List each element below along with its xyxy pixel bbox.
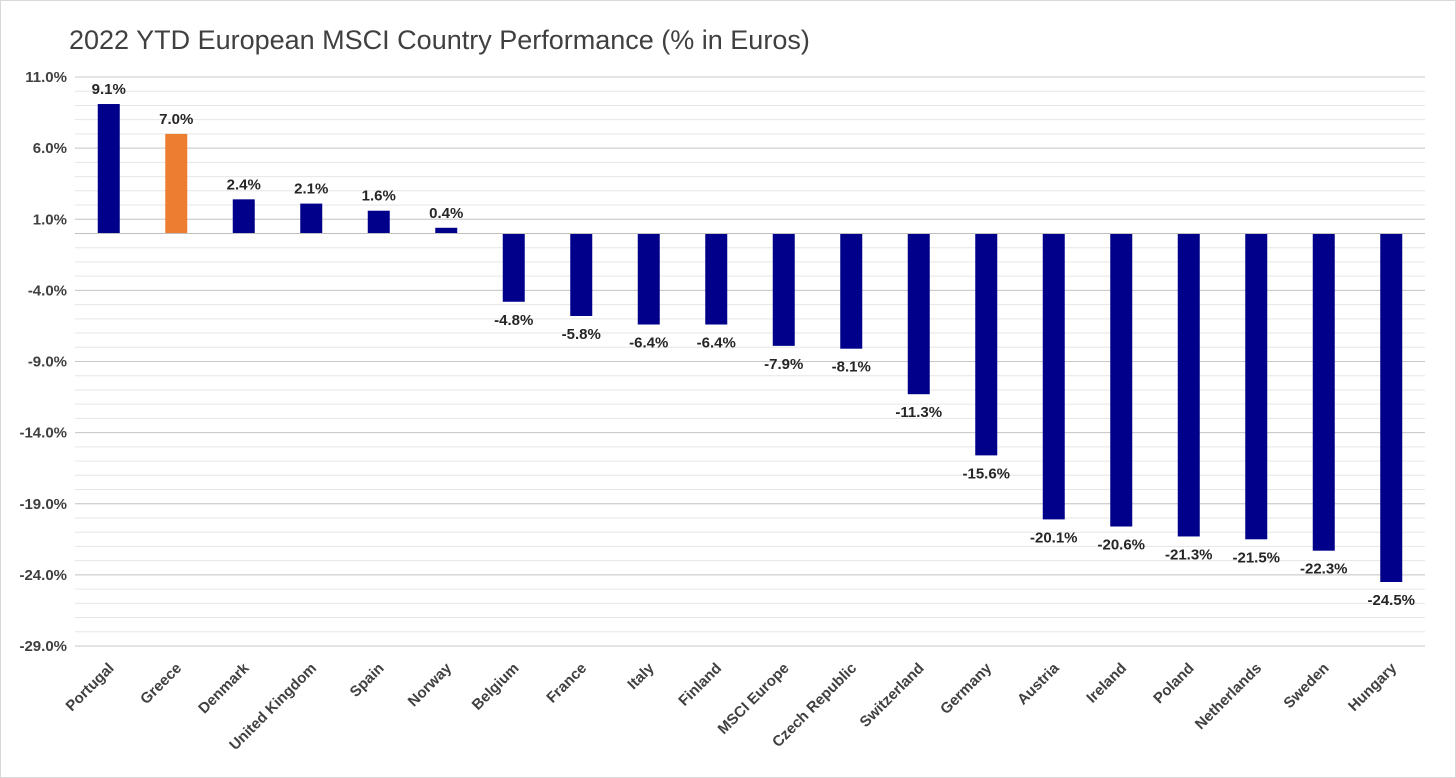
- bar: [637, 233, 660, 325]
- bar: [300, 203, 323, 234]
- bar: [1380, 233, 1403, 582]
- data-label: 7.0%: [159, 111, 193, 128]
- bar: [907, 233, 930, 395]
- bar: [1110, 233, 1133, 527]
- data-label: 2.4%: [227, 176, 261, 193]
- x-tick-label: France: [543, 660, 590, 707]
- x-tick-label: Austria: [1014, 659, 1063, 708]
- bars: [97, 104, 1403, 582]
- bar: [570, 233, 593, 316]
- x-tick-label: Ireland: [1083, 660, 1130, 707]
- data-label: -11.3%: [895, 404, 942, 421]
- y-tick-label: 11.0%: [25, 69, 67, 86]
- x-tick-label: Portugal: [63, 660, 118, 715]
- x-tick-label: Greece: [137, 660, 185, 708]
- x-tick-label: Hungary: [1345, 659, 1401, 715]
- x-tick-label: Denmark: [195, 659, 253, 717]
- chart-title: 2022 YTD European MSCI Country Performan…: [69, 25, 810, 55]
- bar: [1245, 233, 1268, 540]
- x-tick-label: Spain: [347, 660, 388, 701]
- y-axis-ticks: 11.0% 6.0% 1.0% -4.0% -9.0% -14.0% -19.0% -24.0…: [19, 69, 67, 655]
- bar: [975, 233, 998, 456]
- data-label: -6.4%: [629, 335, 668, 352]
- bar: [1177, 233, 1200, 537]
- x-tick-label: Italy: [624, 659, 658, 693]
- data-label: -4.8%: [494, 312, 533, 329]
- x-tick-label: Germany: [937, 659, 995, 717]
- x-tick-label: Finland: [675, 660, 725, 710]
- data-label: -24.5%: [1367, 592, 1415, 609]
- data-labels: 9.1% 7.0% 2.4% 2.1% 1.6% 0.4% -4.8% -5.8% -6.4% -…: [92, 81, 1415, 609]
- data-label: -7.9%: [764, 356, 803, 373]
- y-tick-label: -4.0%: [28, 282, 67, 299]
- x-tick-label: Netherlands: [1192, 660, 1265, 733]
- data-label: -22.3%: [1300, 561, 1348, 578]
- grid-lines: [75, 76, 1425, 647]
- bar: [232, 199, 255, 234]
- y-tick-label: -24.0%: [19, 567, 67, 584]
- x-tick-label: Norway: [405, 659, 456, 710]
- bar: [705, 233, 728, 325]
- data-label: 0.4%: [429, 205, 463, 222]
- y-tick-label: 1.0%: [33, 211, 67, 228]
- x-tick-label: Belgium: [469, 660, 523, 714]
- y-tick-label: 6.0%: [33, 140, 67, 157]
- y-tick-label: -9.0%: [28, 354, 67, 371]
- data-label: -20.6%: [1097, 537, 1145, 554]
- x-tick-label: Switzerland: [857, 660, 928, 731]
- data-label: 9.1%: [92, 81, 126, 98]
- data-label: -8.1%: [832, 359, 871, 376]
- data-label: 1.6%: [362, 188, 396, 205]
- bar: [1042, 233, 1065, 520]
- bar: [165, 133, 188, 234]
- data-label: -21.3%: [1165, 546, 1213, 563]
- data-label: -5.8%: [562, 326, 601, 343]
- x-tick-label: Sweden: [1280, 660, 1332, 712]
- x-tick-label: Poland: [1150, 660, 1197, 707]
- data-label: -6.4%: [697, 335, 736, 352]
- bar: [772, 233, 795, 346]
- bar: [97, 104, 120, 234]
- y-tick-label: -19.0%: [19, 496, 67, 513]
- y-tick-label: -29.0%: [19, 638, 67, 655]
- bar: [367, 210, 390, 234]
- data-label: -15.6%: [962, 465, 1010, 482]
- data-label: -20.1%: [1030, 529, 1078, 546]
- y-tick-label: -14.0%: [19, 425, 67, 442]
- bar: [435, 227, 458, 234]
- bar: [1312, 233, 1335, 551]
- data-label: 2.1%: [294, 181, 328, 198]
- bar: [502, 233, 525, 302]
- bar: [840, 233, 863, 349]
- data-label: -21.5%: [1232, 549, 1280, 566]
